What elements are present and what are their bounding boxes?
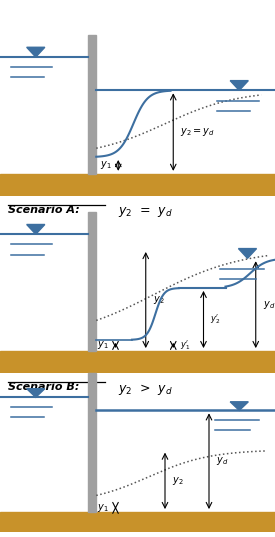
Text: $y_1'$: $y_1'$ [180, 339, 190, 352]
Text: Scenario B:: Scenario B: [8, 382, 80, 393]
Polygon shape [27, 389, 45, 397]
Bar [0, 351, 275, 373]
Bar [0, 512, 275, 532]
Polygon shape [27, 224, 45, 234]
Text: $y_2$  =  $y_d$: $y_2$ = $y_d$ [118, 205, 173, 219]
Text: $y_2 = y_d$: $y_2 = y_d$ [180, 126, 215, 138]
Bar [88, 212, 96, 351]
Text: $y_1$: $y_1$ [97, 502, 109, 514]
Bar [88, 373, 96, 512]
Bar [0, 174, 275, 196]
Text: $y_2$: $y_2$ [153, 294, 164, 306]
Text: $y_d$: $y_d$ [216, 455, 228, 467]
Polygon shape [27, 47, 45, 57]
Text: $y_1$: $y_1$ [97, 339, 109, 351]
Polygon shape [230, 81, 248, 90]
Text: $y_d$: $y_d$ [263, 299, 275, 311]
Text: $y_1$: $y_1$ [100, 159, 111, 171]
Text: Scenario A:: Scenario A: [8, 205, 80, 215]
Text: $y_2$: $y_2$ [172, 475, 183, 487]
Bar [88, 35, 96, 174]
Text: $y_2'$: $y_2'$ [210, 313, 221, 326]
Polygon shape [230, 402, 248, 410]
Polygon shape [238, 249, 257, 258]
Text: $y_2$  >  $y_d$: $y_2$ > $y_d$ [118, 382, 173, 397]
